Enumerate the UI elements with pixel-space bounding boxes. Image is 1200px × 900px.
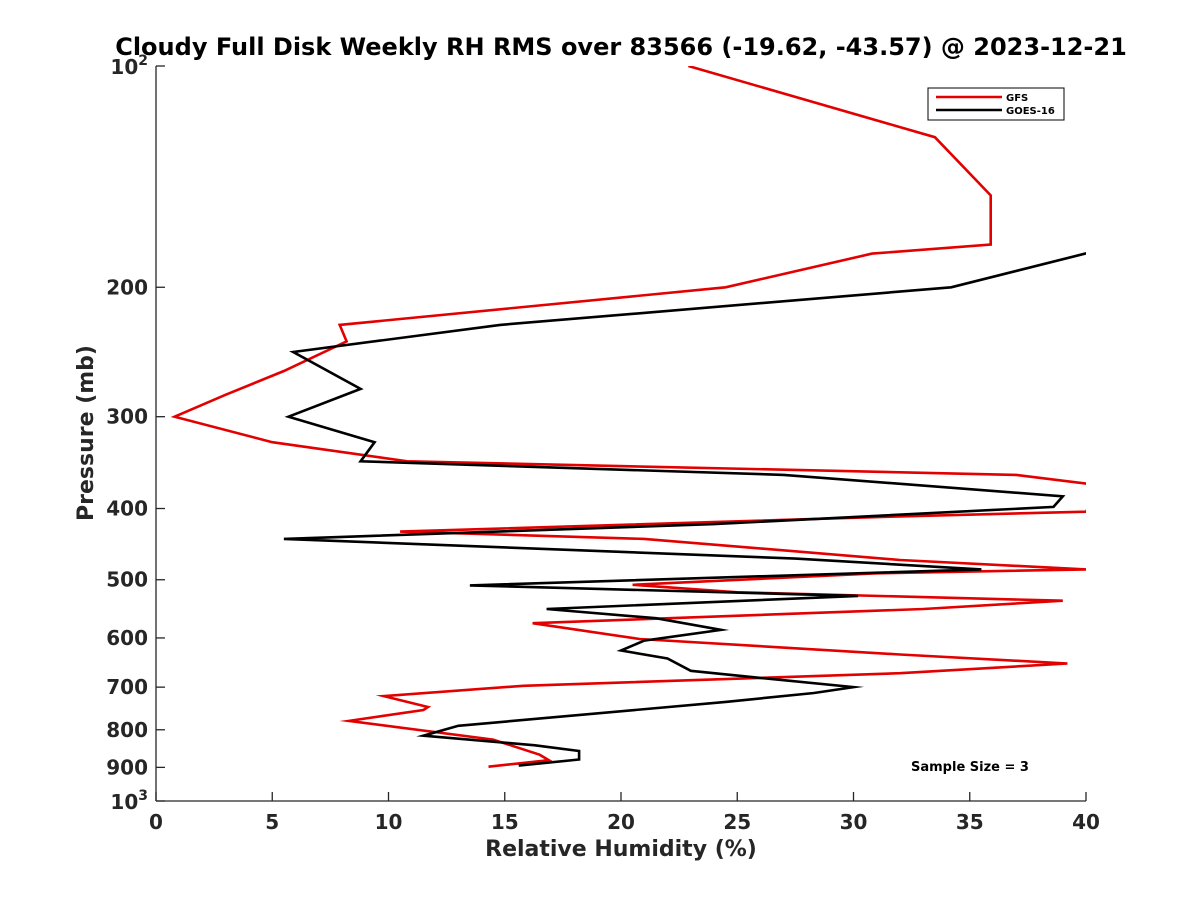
y-tick-label: 102 (110, 53, 148, 79)
y-tick-label: 200 (106, 275, 148, 299)
x-tick-label: 25 (723, 810, 751, 834)
x-tick-label: 10 (375, 810, 403, 834)
series-line-goes16 (283, 252, 1086, 767)
y-tick-exponent: 3 (138, 788, 148, 804)
series-layer (170, 66, 1086, 768)
x-tick-label: 35 (956, 810, 984, 834)
y-tick-label: 500 (106, 568, 148, 592)
x-axis-label: Relative Humidity (%) (485, 837, 757, 862)
y-tick-label: 103 (110, 788, 148, 814)
y-tick-label: 600 (106, 626, 148, 650)
y-tick-label: 700 (106, 675, 148, 699)
y-tick-exponent: 2 (138, 53, 148, 69)
legend-label-gfs: GFS (1006, 93, 1028, 104)
legend-label-goes16: GOES-16 (1006, 106, 1055, 117)
sample-size-annotation: Sample Size = 3 (911, 760, 1029, 775)
x-tick-label: 30 (840, 810, 868, 834)
x-tick-label: 0 (149, 810, 163, 834)
series-line-gfs (170, 66, 1086, 768)
x-tick-label: 20 (607, 810, 635, 834)
x-tick-label: 5 (265, 810, 279, 834)
legend-box (927, 87, 1065, 121)
x-tick-label: 40 (1072, 810, 1100, 834)
y-tick-label: 400 (106, 497, 148, 521)
y-tick-base: 10 (110, 790, 138, 814)
x-tick-label: 15 (491, 810, 519, 834)
plot-area (156, 66, 1086, 801)
x-ticks: 0 5 10 15 20 25 30 35 40 (149, 792, 1100, 834)
legend: GFS GOES-16 (927, 87, 1065, 121)
y-axis-label: Pressure (mb) (74, 345, 99, 521)
y-tick-base: 10 (110, 55, 138, 79)
y-tick-label: 800 (106, 718, 148, 742)
chart-title: Cloudy Full Disk Weekly RH RMS over 8356… (115, 33, 1127, 61)
y-tick-label: 900 (106, 755, 148, 779)
y-tick-label: 300 (106, 405, 148, 429)
